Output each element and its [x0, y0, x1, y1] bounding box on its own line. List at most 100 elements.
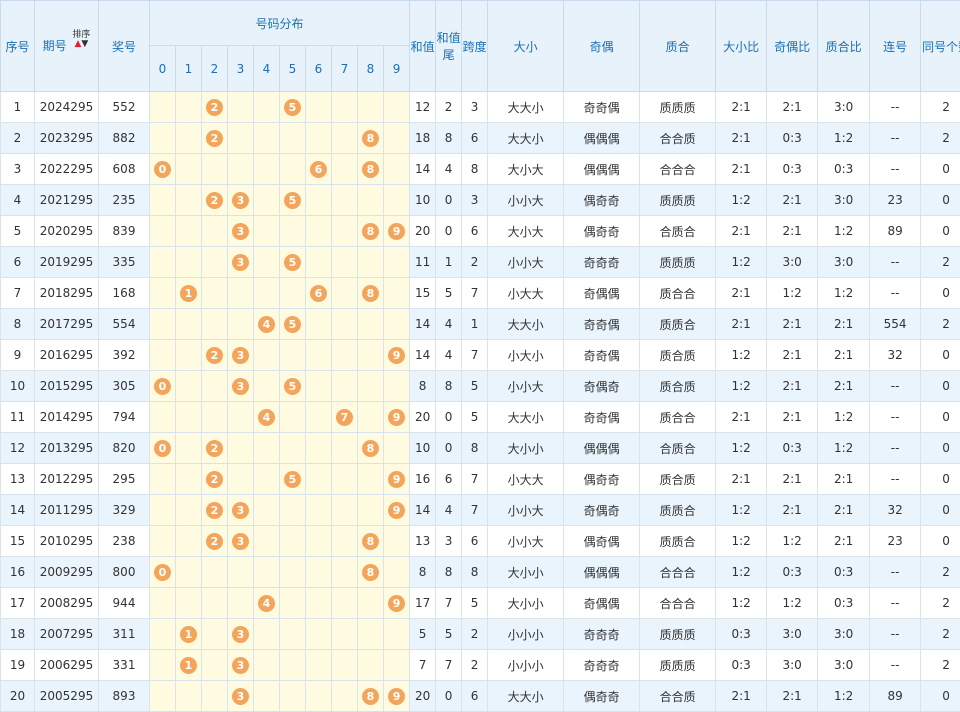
digit-cell-8: 8	[358, 216, 384, 247]
digit-ball: 5	[284, 192, 301, 209]
digit-cell-6	[306, 402, 332, 433]
cell-same-count: 2	[921, 247, 960, 278]
cell-size-ratio: 2:1	[716, 464, 767, 495]
cell-parity-ratio: 2:1	[767, 402, 818, 433]
cell-prime-ratio: 3:0	[818, 185, 870, 216]
digit-ball: 3	[232, 223, 249, 240]
digit-cell-0	[150, 526, 176, 557]
cell-prize: 800	[99, 557, 150, 588]
digit-cell-5	[280, 557, 306, 588]
cell-same-count: 0	[921, 402, 960, 433]
cell-same-count: 2	[921, 309, 960, 340]
cell-parity-ratio: 2:1	[767, 185, 818, 216]
cell-size-ratio: 1:2	[716, 185, 767, 216]
cell-parity: 奇奇偶	[564, 309, 640, 340]
digit-cell-7	[332, 464, 358, 495]
cell-same-count: 2	[921, 650, 960, 681]
digit-cell-7	[332, 92, 358, 123]
digit-cell-2: 2	[202, 433, 228, 464]
cell-sum-tail: 8	[436, 123, 462, 154]
digit-cell-7	[332, 588, 358, 619]
digit-cell-9	[384, 433, 410, 464]
digit-cell-7	[332, 371, 358, 402]
cell-prime-ratio: 2:1	[818, 309, 870, 340]
cell-size-ratio: 1:2	[716, 247, 767, 278]
cell-prize: 168	[99, 278, 150, 309]
cell-parity: 偶偶偶	[564, 154, 640, 185]
digit-cell-6: 6	[306, 278, 332, 309]
digit-cell-1	[176, 309, 202, 340]
cell-size-ratio: 1:2	[716, 371, 767, 402]
digit-cell-4: 4	[254, 588, 280, 619]
cell-prime-ratio: 0:3	[818, 588, 870, 619]
cell-prize: 794	[99, 402, 150, 433]
digit-cell-3	[228, 154, 254, 185]
cell-prime: 质质质	[640, 650, 716, 681]
digit-cell-7	[332, 619, 358, 650]
cell-seq: 9	[1, 340, 35, 371]
digit-cell-5	[280, 588, 306, 619]
digit-cell-0	[150, 495, 176, 526]
digit-cell-5	[280, 619, 306, 650]
digit-header-7: 7	[332, 46, 358, 92]
cell-sum-tail: 5	[436, 619, 462, 650]
digit-cell-6	[306, 216, 332, 247]
digit-cell-1: 1	[176, 650, 202, 681]
digit-cell-9	[384, 92, 410, 123]
cell-parity: 偶偶偶	[564, 557, 640, 588]
digit-cell-3	[228, 588, 254, 619]
cell-period: 2015295	[35, 371, 99, 402]
cell-consecutive: --	[870, 402, 921, 433]
cell-parity: 偶奇奇	[564, 464, 640, 495]
sort-toggle[interactable]: 排序▲▼	[72, 31, 90, 49]
cell-sum: 20	[410, 216, 436, 247]
cell-sum: 11	[410, 247, 436, 278]
digit-ball: 2	[206, 130, 223, 147]
digit-ball: 9	[388, 223, 405, 240]
sort-down-icon: ▼	[81, 39, 88, 49]
cell-period: 2021295	[35, 185, 99, 216]
cell-size-ratio: 0:3	[716, 650, 767, 681]
digit-cell-3: 3	[228, 650, 254, 681]
cell-prime: 质合合	[640, 278, 716, 309]
cell-size: 小大大	[488, 278, 564, 309]
cell-span: 8	[462, 433, 488, 464]
digit-cell-5: 5	[280, 464, 306, 495]
cell-consecutive: --	[870, 92, 921, 123]
cell-prize: 235	[99, 185, 150, 216]
col-size: 大小	[488, 1, 564, 92]
digit-cell-2: 2	[202, 185, 228, 216]
digit-cell-9	[384, 123, 410, 154]
digit-cell-6	[306, 371, 332, 402]
cell-seq: 4	[1, 185, 35, 216]
digit-cell-1	[176, 464, 202, 495]
cell-seq: 7	[1, 278, 35, 309]
digit-cell-6	[306, 557, 332, 588]
col-parity-ratio: 奇偶比	[767, 1, 818, 92]
cell-same-count: 0	[921, 278, 960, 309]
cell-consecutive: 89	[870, 216, 921, 247]
digit-cell-6	[306, 681, 332, 712]
digit-ball: 6	[310, 285, 327, 302]
cell-span: 5	[462, 402, 488, 433]
cell-span: 7	[462, 464, 488, 495]
cell-period: 2009295	[35, 557, 99, 588]
digit-cell-8	[358, 402, 384, 433]
cell-period: 2013295	[35, 433, 99, 464]
digit-cell-7	[332, 185, 358, 216]
digit-cell-8: 8	[358, 154, 384, 185]
cell-sum: 14	[410, 495, 436, 526]
digit-cell-2	[202, 402, 228, 433]
digit-cell-7	[332, 123, 358, 154]
cell-same-count: 0	[921, 495, 960, 526]
cell-sum-tail: 7	[436, 650, 462, 681]
digit-cell-6	[306, 92, 332, 123]
cell-seq: 12	[1, 433, 35, 464]
cell-same-count: 2	[921, 619, 960, 650]
cell-size: 大大小	[488, 402, 564, 433]
digit-ball: 6	[310, 161, 327, 178]
digit-ball: 8	[362, 688, 379, 705]
